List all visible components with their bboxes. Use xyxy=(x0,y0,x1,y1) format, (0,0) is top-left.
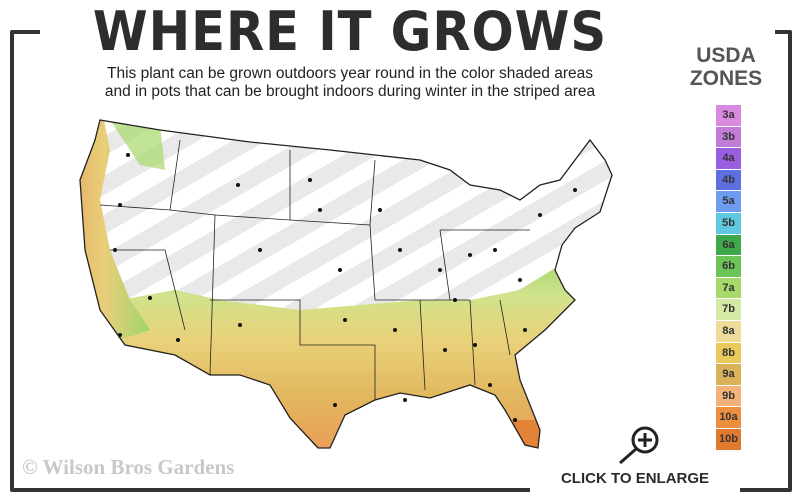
legend-zone-10a: 10a xyxy=(716,407,741,428)
legend-zone-3b: 3b xyxy=(716,126,741,148)
subtitle: This plant can be grown outdoors year ro… xyxy=(40,65,660,101)
capital-dots xyxy=(113,153,577,422)
legend-zone-6a: 6a xyxy=(716,234,741,256)
legend-zone-8a: 8a xyxy=(716,320,741,342)
subtitle-line: and in pots that can be brought indoors … xyxy=(104,83,596,100)
legend-zone-6b: 6b xyxy=(716,256,741,277)
legend-title-line: ZONES xyxy=(689,67,763,90)
legend-zone-5a: 5a xyxy=(716,191,741,212)
legend-zone-5b: 5b xyxy=(716,212,741,234)
legend-zone-8b: 8b xyxy=(716,342,741,364)
state-borders xyxy=(99,139,530,400)
legend-zone-9b: 9b xyxy=(716,385,741,407)
legend-title: USDA ZONES xyxy=(676,44,776,90)
click-to-enlarge-button[interactable]: CLICK TO ENLARGE xyxy=(540,470,730,487)
zone-legend: 3a 3b 4a 4b 5a 5b 6a 6b 7a 7b 8a 8b 9a 9b 10a 10b xyxy=(716,105,741,451)
legend-zone-4a: 4a xyxy=(716,148,741,169)
map-fill xyxy=(80,120,612,448)
subtitle-line: This plant can be grown outdoors year ro… xyxy=(107,65,593,82)
legend-zone-4b: 4b xyxy=(716,169,741,191)
legend-zone-9a: 9a xyxy=(716,364,741,385)
frame-gap xyxy=(655,26,775,36)
legend-zone-3a: 3a xyxy=(716,105,741,126)
legend-zone-7b: 7b xyxy=(716,299,741,320)
magnifier-plus-icon[interactable] xyxy=(617,424,663,466)
watermark: © Wilson Bros Gardens xyxy=(22,455,235,479)
legend-title-line: USDA xyxy=(696,44,756,67)
legend-zone-10b: 10b xyxy=(716,428,741,450)
legend-zone-7a: 7a xyxy=(716,277,741,299)
page-title: WHERE IT GROWS xyxy=(74,2,626,62)
